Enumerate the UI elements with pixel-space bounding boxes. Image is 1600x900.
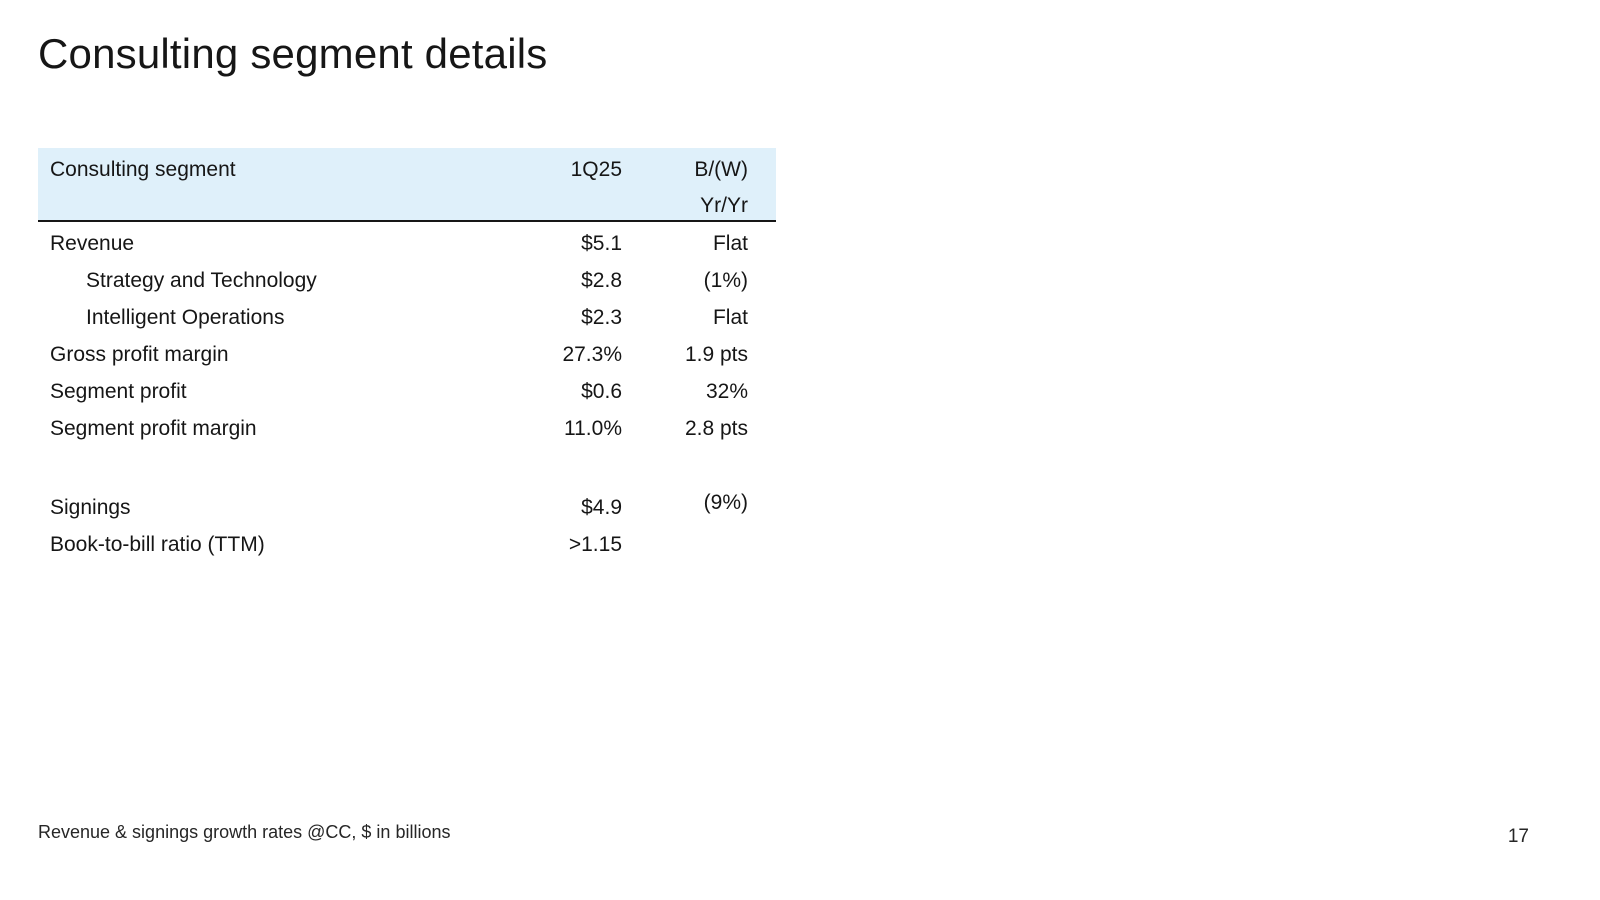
page-title: Consulting segment details [38, 30, 548, 77]
table-row: Signings $4.9 (9%) [38, 489, 776, 526]
row-label: Segment profit margin [50, 416, 257, 440]
table-row: Book-to-bill ratio (TTM) >1.15 [38, 526, 776, 563]
table-row: Segment profit $0.6 32% [38, 373, 776, 410]
table-row: Strategy and Technology $2.8 (1%) [38, 262, 776, 299]
row-yoy: 32% [705, 379, 748, 403]
row-value: $4.9 [581, 495, 622, 519]
table-body: Revenue $5.1 Flat Strategy and Technolog… [38, 222, 776, 563]
row-value: >1.15 [568, 532, 622, 556]
row-label: Segment profit [50, 379, 187, 403]
row-label: Revenue [50, 231, 135, 255]
row-value: $0.6 [581, 379, 622, 403]
table-row: Revenue $5.1 Flat [38, 225, 776, 262]
header-segment-label: Consulting segment [50, 158, 236, 181]
row-yoy: (1%) [703, 268, 748, 292]
table-header-row-1: Consulting segment 1Q25 B/(W) [38, 148, 776, 192]
row-yoy: Flat [712, 305, 748, 329]
row-value: 27.3% [562, 342, 622, 366]
row-yoy: 1.9 pts [684, 342, 748, 366]
row-yoy: Flat [712, 231, 748, 255]
row-label: Signings [50, 495, 131, 519]
row-value: 11.0% [564, 416, 622, 440]
header-bw-label: B/(W) [694, 158, 748, 181]
row-yoy: 2.8 pts [684, 416, 748, 440]
footnote: Revenue & signings growth rates @CC, $ i… [38, 822, 451, 842]
row-label: Gross profit margin [50, 342, 229, 366]
header-quarter-label: 1Q25 [570, 158, 622, 181]
row-value: $2.8 [581, 268, 622, 292]
row-label: Strategy and Technology [86, 268, 317, 292]
table-row: Gross profit margin 27.3% 1.9 pts [38, 336, 776, 373]
row-yoy: (9%) [703, 490, 748, 514]
header-yryr-label: Yr/Yr [700, 194, 748, 217]
row-label: Book-to-bill ratio (TTM) [50, 532, 265, 556]
table-header: Consulting segment 1Q25 B/(W) Yr/Yr [38, 148, 776, 222]
table-row: Intelligent Operations $2.3 Flat [38, 299, 776, 336]
spacer-row [38, 447, 776, 489]
consulting-segment-table: Consulting segment 1Q25 B/(W) Yr/Yr Reve… [38, 148, 776, 563]
row-value: $2.3 [581, 305, 622, 329]
table-row: Segment profit margin 11.0% 2.8 pts [38, 410, 776, 447]
table-header-row-2: Yr/Yr [38, 192, 776, 220]
page-number: 17 [1507, 826, 1529, 847]
row-value: $5.1 [581, 231, 622, 255]
row-label: Intelligent Operations [86, 305, 285, 329]
